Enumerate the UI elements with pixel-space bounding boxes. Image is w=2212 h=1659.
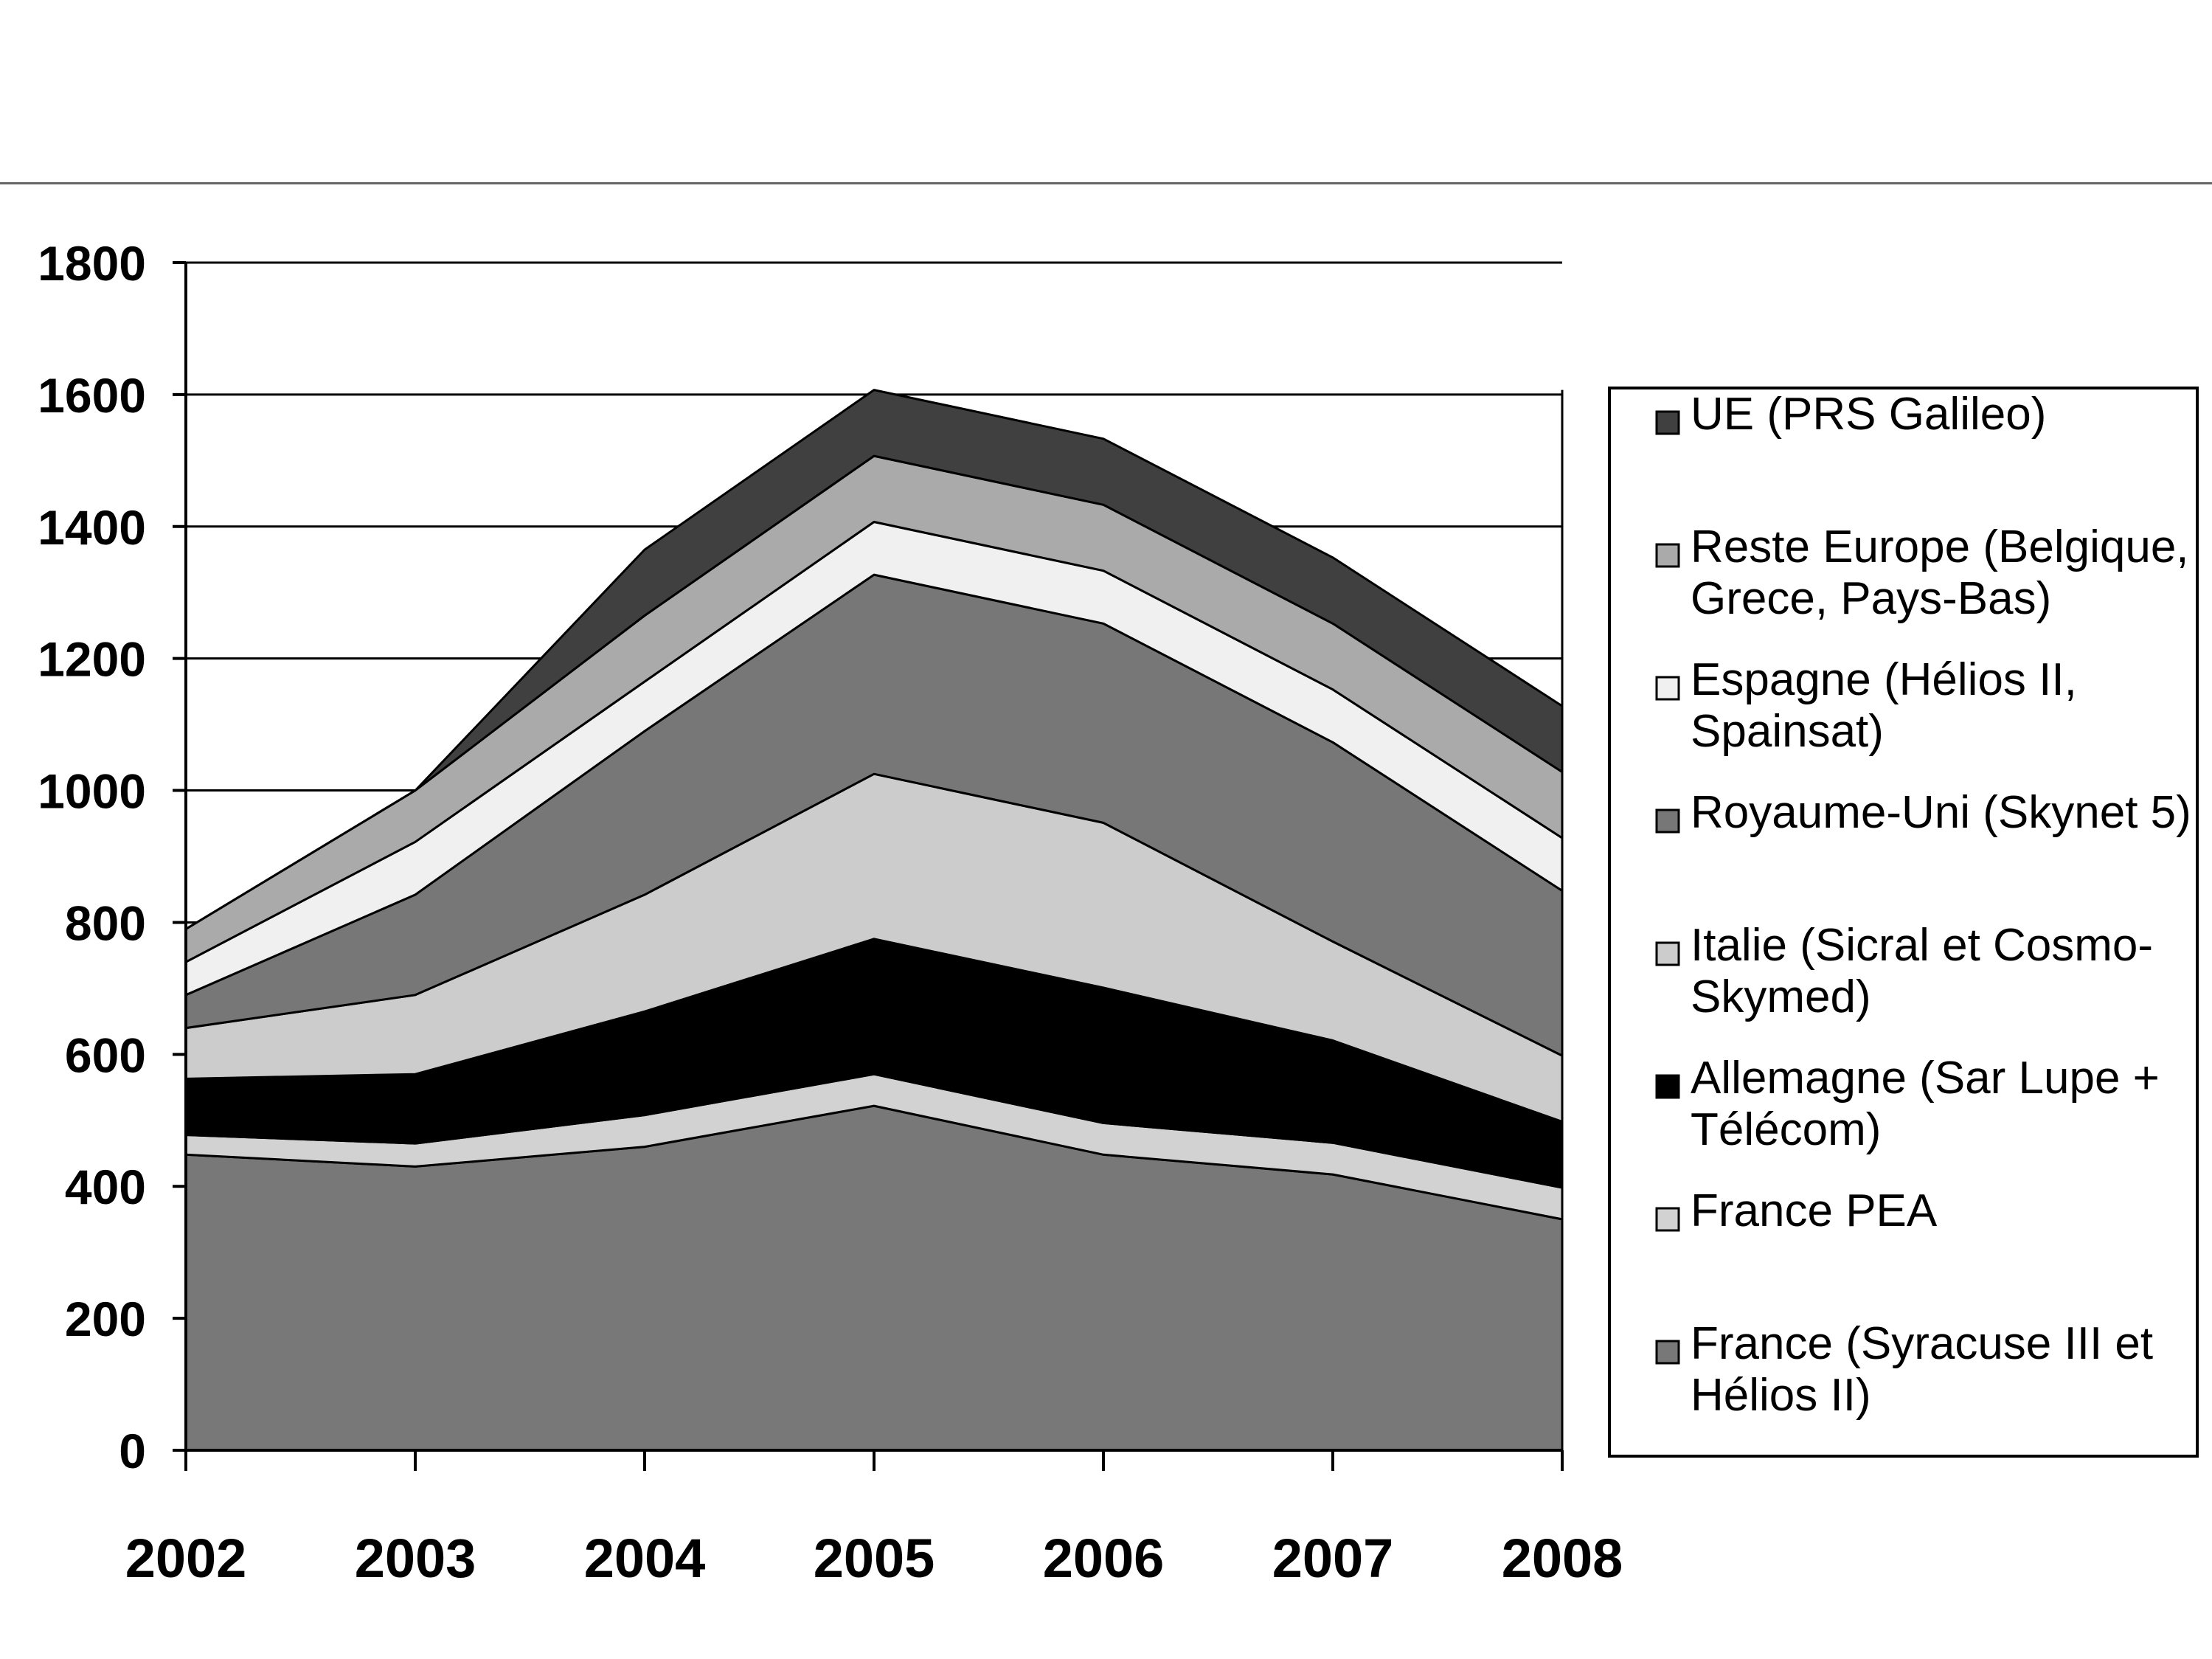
legend-label: Royaume-Uni (Skynet 5) xyxy=(1691,787,2191,838)
legend-swatch xyxy=(1655,410,1680,435)
legend-label: France PEA xyxy=(1691,1185,1938,1236)
legend-item-2: Espagne (Hélios II,Spainsat) xyxy=(1655,654,2077,757)
legend-label: Skymed) xyxy=(1691,971,1871,1022)
xtick-label-2006: 2006 xyxy=(1043,1528,1165,1589)
legend: UE (PRS Galileo) Reste Europe (Belgique,G… xyxy=(1608,387,2199,1458)
ytick-label-600: 600 xyxy=(65,1028,146,1082)
legend-swatch xyxy=(1655,676,1680,701)
legend-item-1: Reste Europe (Belgique,Grece, Pays-Bas) xyxy=(1655,522,2189,624)
ytick-label-1200: 1200 xyxy=(38,632,146,687)
legend-label: Spainsat) xyxy=(1691,706,1884,757)
ytick-label-1800: 1800 xyxy=(38,236,146,291)
legend-label: Reste Europe (Belgique, xyxy=(1691,522,2189,572)
legend-label: Télécom) xyxy=(1691,1104,1881,1155)
legend-item-0: UE (PRS Galileo) xyxy=(1655,389,2046,440)
legend-box xyxy=(1608,387,2199,1458)
legend-label: UE (PRS Galileo) xyxy=(1691,389,2046,440)
legend-label: Grece, Pays-Bas) xyxy=(1691,573,2051,624)
legend-swatch xyxy=(1655,941,1680,966)
ytick-label-0: 0 xyxy=(119,1424,146,1478)
legend-swatch xyxy=(1655,1207,1680,1232)
xtick-label-2005: 2005 xyxy=(814,1528,935,1589)
xtick-label-2003: 2003 xyxy=(355,1528,476,1589)
legend-swatch xyxy=(1655,543,1680,568)
xtick-label-2008: 2008 xyxy=(1502,1528,1623,1589)
xtick-label-2004: 2004 xyxy=(584,1528,706,1589)
legend-swatch xyxy=(1655,1074,1680,1099)
legend-label: Italie (Sicral et Cosmo- xyxy=(1691,920,2153,971)
ytick-label-1600: 1600 xyxy=(38,368,146,423)
legend-item-3: Royaume-Uni (Skynet 5) xyxy=(1655,787,2191,838)
ytick-label-800: 800 xyxy=(65,896,146,950)
legend-label: Espagne (Hélios II, xyxy=(1691,654,2077,705)
xtick-label-2007: 2007 xyxy=(1272,1528,1394,1589)
legend-swatch xyxy=(1655,1340,1680,1365)
legend-item-5: Allemagne (Sar Lupe +Télécom) xyxy=(1655,1053,2160,1155)
tick-labels: 0 200 400 600 800 1000 1200 1400 1600 1800 2002 200… xyxy=(38,236,1623,1589)
legend-item-4: Italie (Sicral et Cosmo-Skymed) xyxy=(1655,920,2153,1022)
ytick-label-1000: 1000 xyxy=(38,764,146,819)
legend-label: Hélios II) xyxy=(1691,1370,1871,1421)
ytick-label-400: 400 xyxy=(65,1160,146,1214)
ytick-label-200: 200 xyxy=(65,1292,146,1346)
legend-label: Allemagne (Sar Lupe + xyxy=(1691,1053,2160,1104)
xtick-label-2002: 2002 xyxy=(125,1528,247,1589)
top-divider xyxy=(0,182,2212,184)
axes xyxy=(173,261,1564,1471)
legend-swatch xyxy=(1655,808,1680,834)
legend-item-6: France PEA xyxy=(1655,1185,1938,1236)
ytick-label-1400: 1400 xyxy=(38,500,146,555)
area-series xyxy=(184,389,1564,1452)
legend-label: France (Syracuse III et xyxy=(1691,1318,2153,1369)
